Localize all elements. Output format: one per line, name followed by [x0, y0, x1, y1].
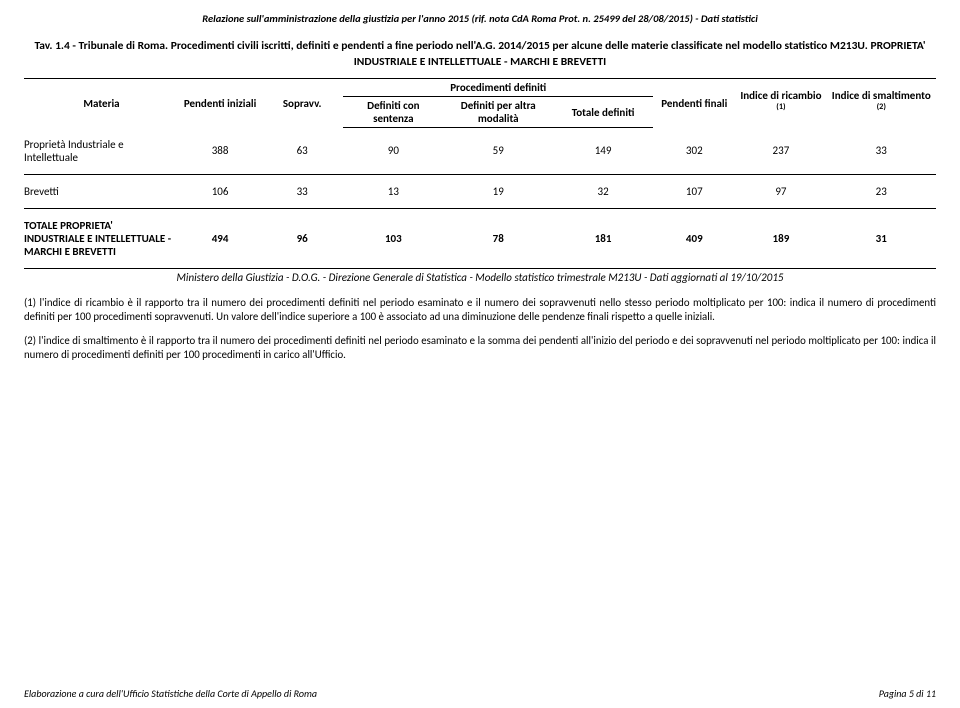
cell: 19: [444, 174, 553, 208]
cell: 97: [735, 174, 826, 208]
page-footer: Elaborazione a cura dell'Ufficio Statist…: [24, 687, 936, 700]
cell: 59: [444, 128, 553, 175]
cell: 237: [735, 128, 826, 175]
row-label: Brevetti: [24, 174, 179, 208]
cell: 96: [261, 208, 343, 268]
table-row: Proprietà Industriale e Intellettuale 38…: [24, 128, 936, 175]
footer-right: Pagina 5 di 11: [879, 687, 936, 700]
cell: 23: [827, 174, 936, 208]
col-indice-ricambio-label: Indice di ricambio: [740, 89, 821, 102]
col-materia: Materia: [24, 79, 179, 128]
col-indice-smaltimento-label: Indice di smaltimento: [832, 89, 931, 102]
cell: 149: [553, 128, 653, 175]
col-procedimenti-definiti: Procedimenti definiti: [343, 79, 653, 97]
cell: 13: [343, 174, 443, 208]
table-row: Brevetti 106 33 13 19 32 107 97 23: [24, 174, 936, 208]
cell: 189: [735, 208, 826, 268]
col-indice-smaltimento-sup: (2): [877, 102, 886, 112]
cell: 90: [343, 128, 443, 175]
cell: 302: [653, 128, 735, 175]
cell: 78: [444, 208, 553, 268]
col-pendenti-finali: Pendenti finali: [653, 79, 735, 128]
cell: 63: [261, 128, 343, 175]
source-line: Ministero della Giustizia - D.O.G. - Dir…: [24, 268, 936, 284]
row-label: TOTALE PROPRIETA' INDUSTRIALE E INTELLET…: [24, 208, 179, 268]
cell: 33: [261, 174, 343, 208]
col-sopravv: Sopravv.: [261, 79, 343, 128]
col-indice-ricambio: Indice di ricambio (1): [735, 79, 826, 128]
footer-left: Elaborazione a cura dell'Ufficio Statist…: [24, 687, 317, 700]
table-title: Tav. 1.4 - Tribunale di Roma. Procedimen…: [24, 39, 936, 70]
cell: 33: [827, 128, 936, 175]
cell: 31: [827, 208, 936, 268]
col-def-altra: Definiti per altra modalità: [444, 97, 553, 128]
cell: 494: [179, 208, 261, 268]
notes: (1) l'indice di ricambio è il rapporto t…: [24, 296, 936, 362]
row-label: Proprietà Industriale e Intellettuale: [24, 128, 179, 175]
page-header: Relazione sull'amministrazione della giu…: [24, 12, 936, 25]
table-row-total: TOTALE PROPRIETA' INDUSTRIALE E INTELLET…: [24, 208, 936, 268]
note-1: (1) l'indice di ricambio è il rapporto t…: [24, 296, 936, 324]
col-def-sentenza: Definiti con sentenza: [343, 97, 443, 128]
note-2: (2) l'indice di smaltimento è il rapport…: [24, 334, 936, 362]
cell: 181: [553, 208, 653, 268]
cell: 107: [653, 174, 735, 208]
col-pendenti-iniziali: Pendenti iniziali: [179, 79, 261, 128]
col-indice-smaltimento: Indice di smaltimento (2): [827, 79, 936, 128]
cell: 103: [343, 208, 443, 268]
cell: 388: [179, 128, 261, 175]
cell: 409: [653, 208, 735, 268]
col-tot-definiti: Totale definiti: [553, 97, 653, 128]
cell: 32: [553, 174, 653, 208]
cell: 106: [179, 174, 261, 208]
data-table-wrap: Materia Pendenti iniziali Sopravv. Proce…: [24, 78, 936, 284]
data-table: Materia Pendenti iniziali Sopravv. Proce…: [24, 78, 936, 268]
col-indice-ricambio-sup: (1): [776, 102, 785, 112]
